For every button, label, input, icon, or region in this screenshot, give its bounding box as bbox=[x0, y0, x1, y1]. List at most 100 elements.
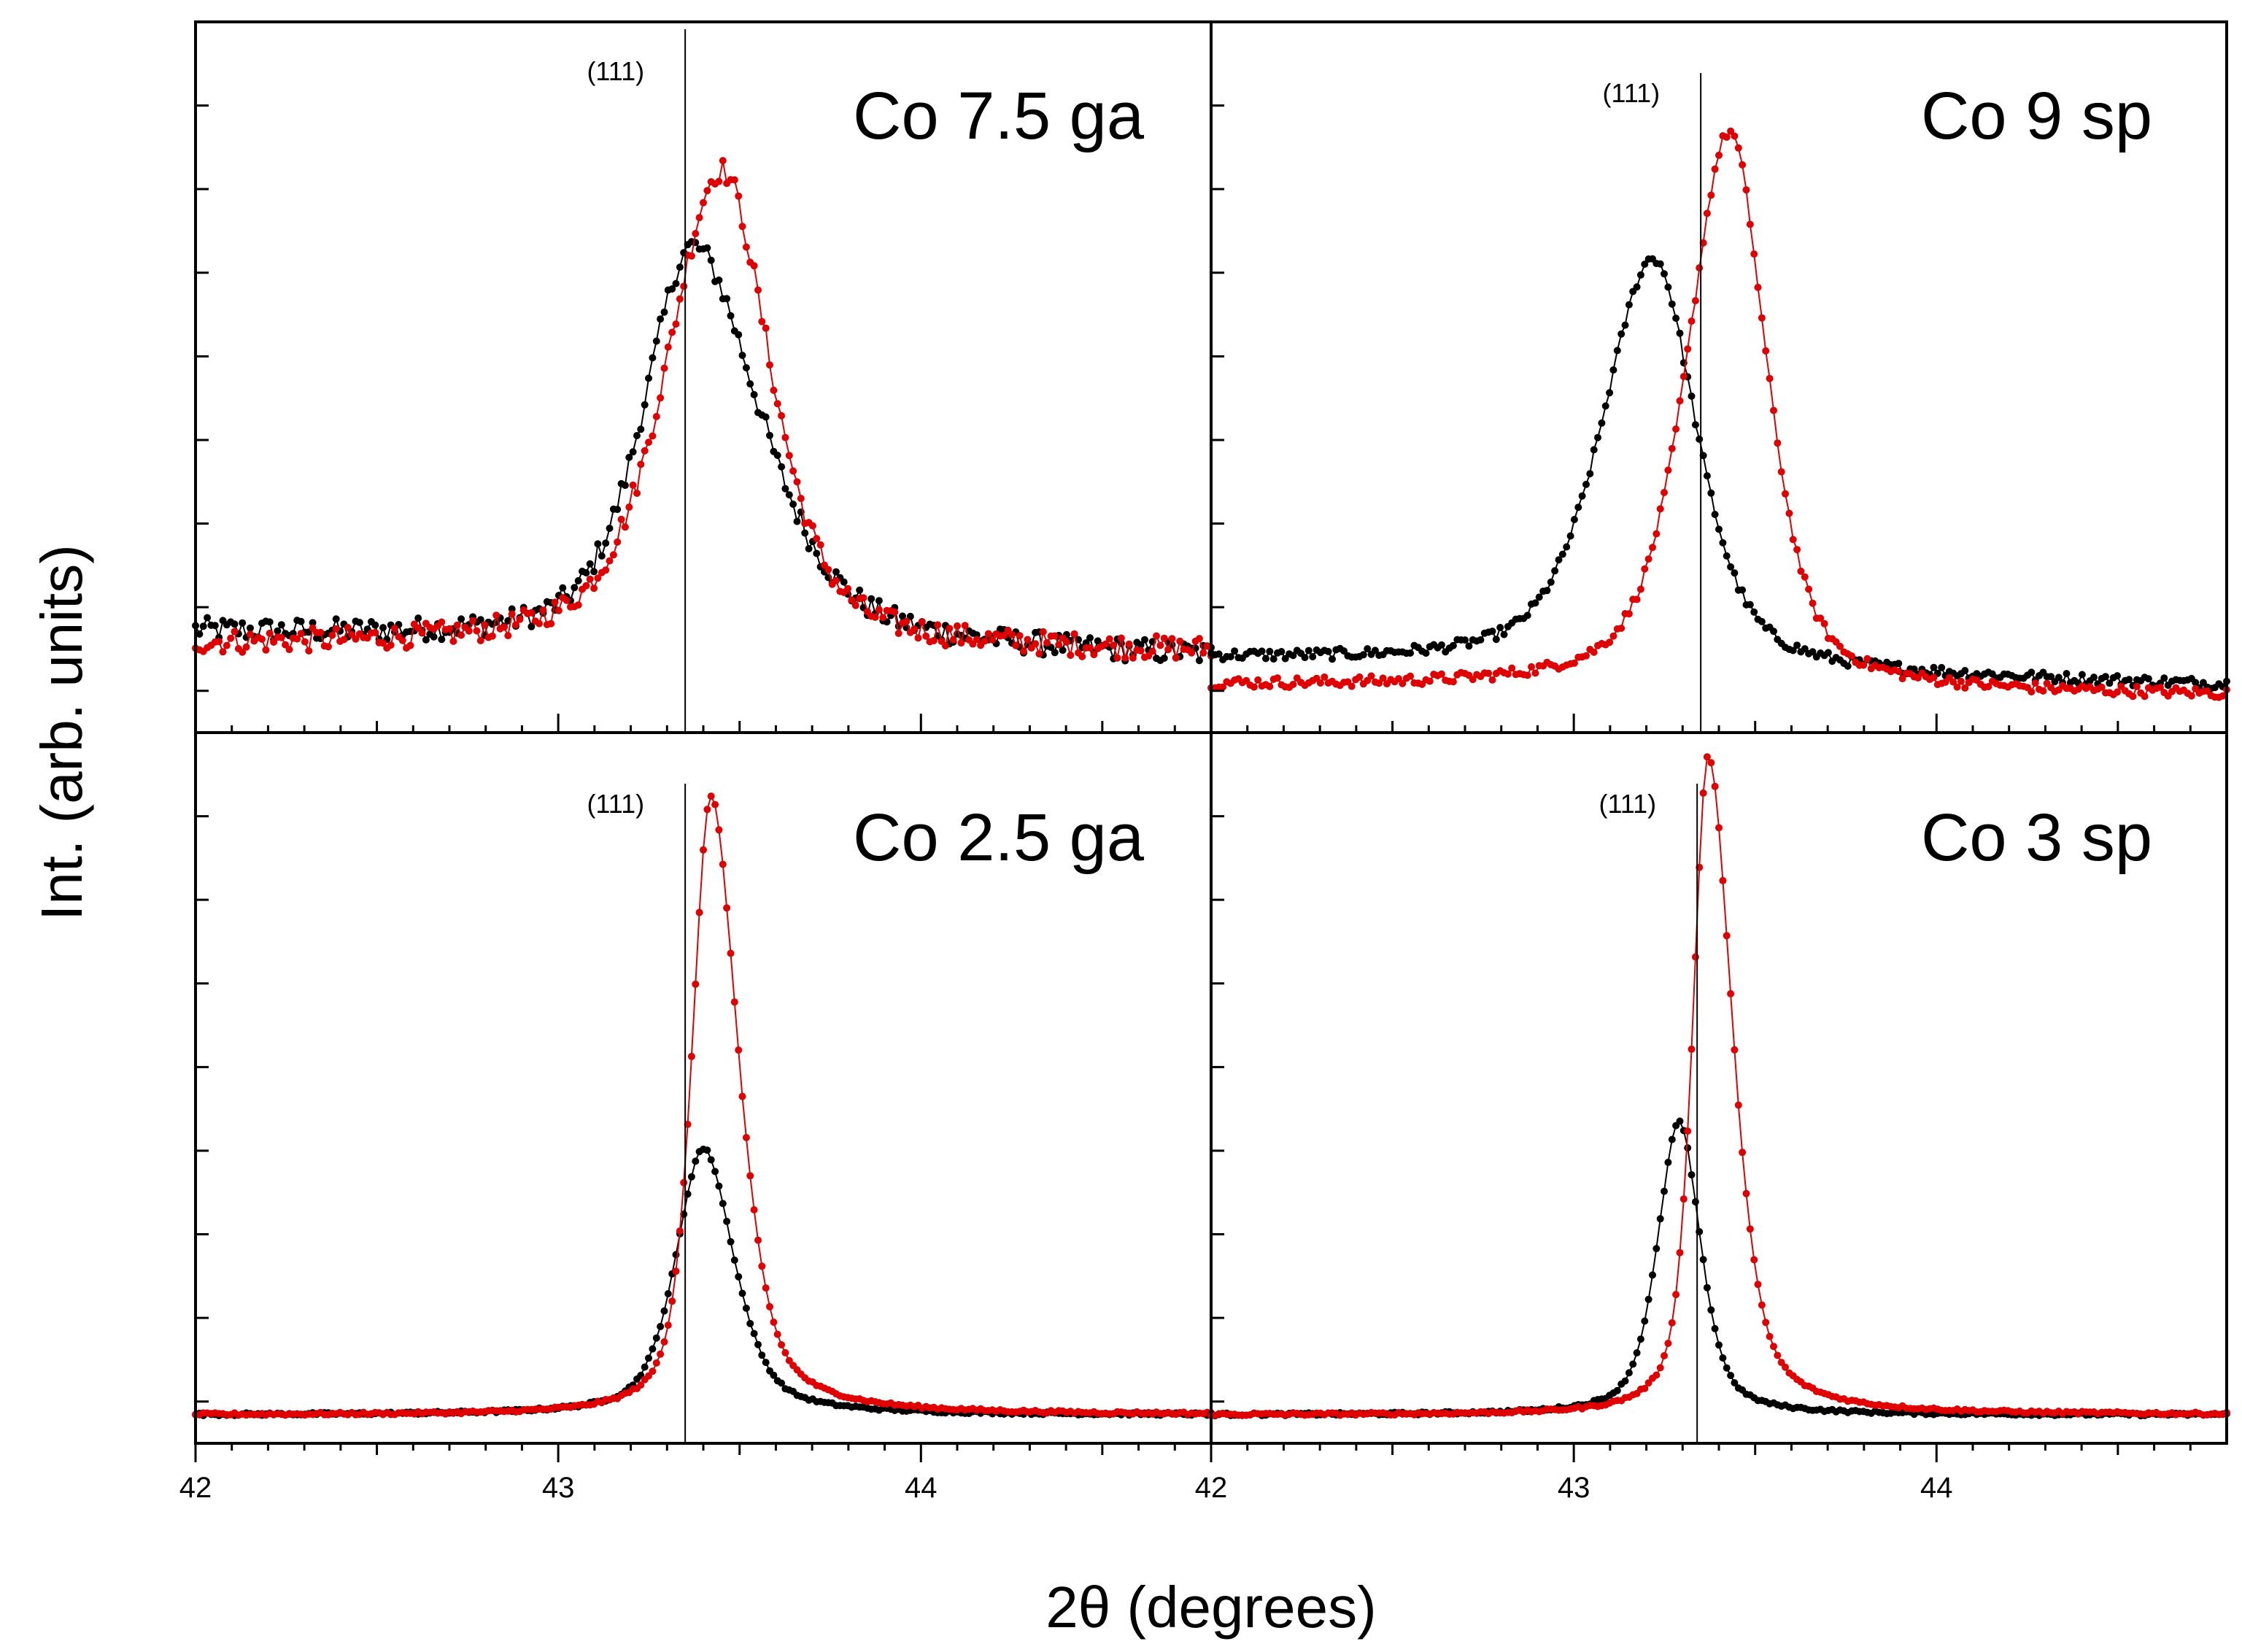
data-point-red bbox=[621, 523, 629, 531]
data-point-black bbox=[606, 525, 614, 532]
data-point-red bbox=[715, 826, 723, 834]
data-point-black bbox=[1329, 655, 1336, 663]
data-point-red bbox=[946, 625, 954, 633]
data-point-red bbox=[1777, 468, 1785, 476]
data-point-red bbox=[527, 609, 536, 617]
data-point-black bbox=[899, 612, 906, 620]
data-point-black bbox=[1633, 1349, 1641, 1356]
data-point-black bbox=[1707, 489, 1715, 497]
data-point-red bbox=[703, 806, 711, 814]
data-point-red bbox=[1770, 406, 1777, 414]
data-point-red bbox=[781, 1348, 789, 1356]
data-point-red bbox=[1504, 670, 1512, 678]
data-point-black bbox=[707, 256, 715, 264]
data-point-black bbox=[1703, 1284, 1711, 1292]
data-point-black bbox=[1407, 649, 1414, 657]
data-point-red bbox=[547, 620, 555, 628]
data-point-black bbox=[1558, 550, 1566, 558]
data-point-red bbox=[719, 157, 727, 165]
data-point-black bbox=[801, 529, 809, 537]
data-point-red bbox=[1930, 673, 1938, 682]
data-point-red bbox=[637, 1381, 645, 1389]
data-point-red bbox=[1684, 1127, 1692, 1135]
panel-plot-area bbox=[192, 792, 1215, 1419]
data-point-red bbox=[1734, 1101, 1742, 1109]
data-point-red bbox=[2187, 692, 2195, 700]
data-point-black bbox=[1364, 645, 1372, 653]
data-point-red bbox=[551, 598, 559, 606]
data-point-red bbox=[1723, 932, 1731, 940]
data-point-black bbox=[1609, 366, 1617, 374]
data-point-red bbox=[1809, 599, 1817, 607]
data-point-red bbox=[1672, 425, 1680, 433]
reference-line-label: (111) bbox=[1599, 789, 1656, 819]
data-point-red bbox=[1348, 682, 1356, 690]
data-point-black bbox=[1629, 1360, 1637, 1368]
data-point-red bbox=[1797, 567, 1805, 575]
data-point-red bbox=[1250, 683, 1258, 691]
data-point-red bbox=[352, 635, 360, 643]
data-point-red bbox=[1367, 672, 1375, 680]
data-point-black bbox=[637, 425, 645, 433]
data-point-red bbox=[1758, 1301, 1766, 1309]
data-point-black bbox=[277, 621, 285, 629]
data-point-red bbox=[2133, 682, 2141, 690]
data-point-black bbox=[738, 352, 746, 359]
data-point-red bbox=[1679, 373, 1688, 380]
data-point-black bbox=[1699, 1256, 1707, 1264]
data-point-red bbox=[813, 535, 821, 543]
data-point-red bbox=[325, 643, 332, 651]
data-point-red bbox=[1746, 1225, 1754, 1233]
data-point-red bbox=[723, 904, 731, 912]
data-point-black bbox=[1770, 628, 1777, 636]
data-point-red bbox=[2028, 688, 2036, 696]
data-point-black bbox=[590, 568, 598, 576]
data-point-red bbox=[1188, 649, 1196, 657]
data-point-red bbox=[894, 630, 902, 637]
data-point-black bbox=[1613, 347, 1621, 355]
data-point-black bbox=[703, 1146, 711, 1154]
panel-title: Co 7.5 ga bbox=[853, 79, 1145, 153]
data-point-red bbox=[1691, 297, 1699, 305]
data-point-red bbox=[469, 617, 477, 625]
data-point-black bbox=[1598, 419, 1606, 427]
data-point-black bbox=[1195, 657, 1203, 665]
data-point-red bbox=[1153, 632, 1160, 640]
data-point-red bbox=[2157, 684, 2164, 691]
panel-co-9-sp: (111) Co 9 sp bbox=[1207, 73, 2230, 733]
data-point-red bbox=[1641, 1384, 1649, 1392]
data-point-red bbox=[1688, 1045, 1696, 1053]
data-point-black bbox=[594, 540, 602, 548]
data-point-black bbox=[1691, 421, 1699, 429]
data-point-black bbox=[727, 312, 735, 320]
data-point-red bbox=[2039, 687, 2047, 695]
data-point-red bbox=[844, 584, 852, 593]
data-point-red bbox=[1719, 876, 1727, 884]
data-point-red bbox=[781, 433, 789, 441]
data-point-red bbox=[1000, 631, 1008, 639]
data-point-black bbox=[1594, 433, 1601, 441]
data-point-red bbox=[1793, 546, 1801, 554]
data-point-red bbox=[859, 594, 867, 602]
data-point-red bbox=[1672, 1291, 1680, 1299]
data-point-black bbox=[652, 1334, 660, 1342]
data-point-black bbox=[1262, 655, 1269, 663]
data-point-black bbox=[1266, 647, 1274, 655]
data-point-black bbox=[586, 560, 594, 568]
data-point-red bbox=[1691, 953, 1699, 961]
data-point-red bbox=[363, 634, 371, 642]
data-point-black bbox=[2047, 673, 2055, 681]
data-point-black bbox=[582, 569, 590, 576]
data-point-black bbox=[1231, 647, 1239, 655]
x-tick-label: 42 bbox=[1195, 1472, 1228, 1504]
data-point-red bbox=[1766, 1332, 1774, 1340]
data-point-red bbox=[1125, 640, 1133, 648]
data-point-black bbox=[1578, 492, 1586, 500]
data-point-black bbox=[1555, 556, 1563, 564]
data-point-red bbox=[1957, 677, 1965, 685]
data-point-black bbox=[657, 1323, 665, 1330]
data-point-red bbox=[328, 631, 336, 639]
data-point-red bbox=[285, 646, 293, 654]
data-point-black bbox=[1633, 283, 1641, 291]
